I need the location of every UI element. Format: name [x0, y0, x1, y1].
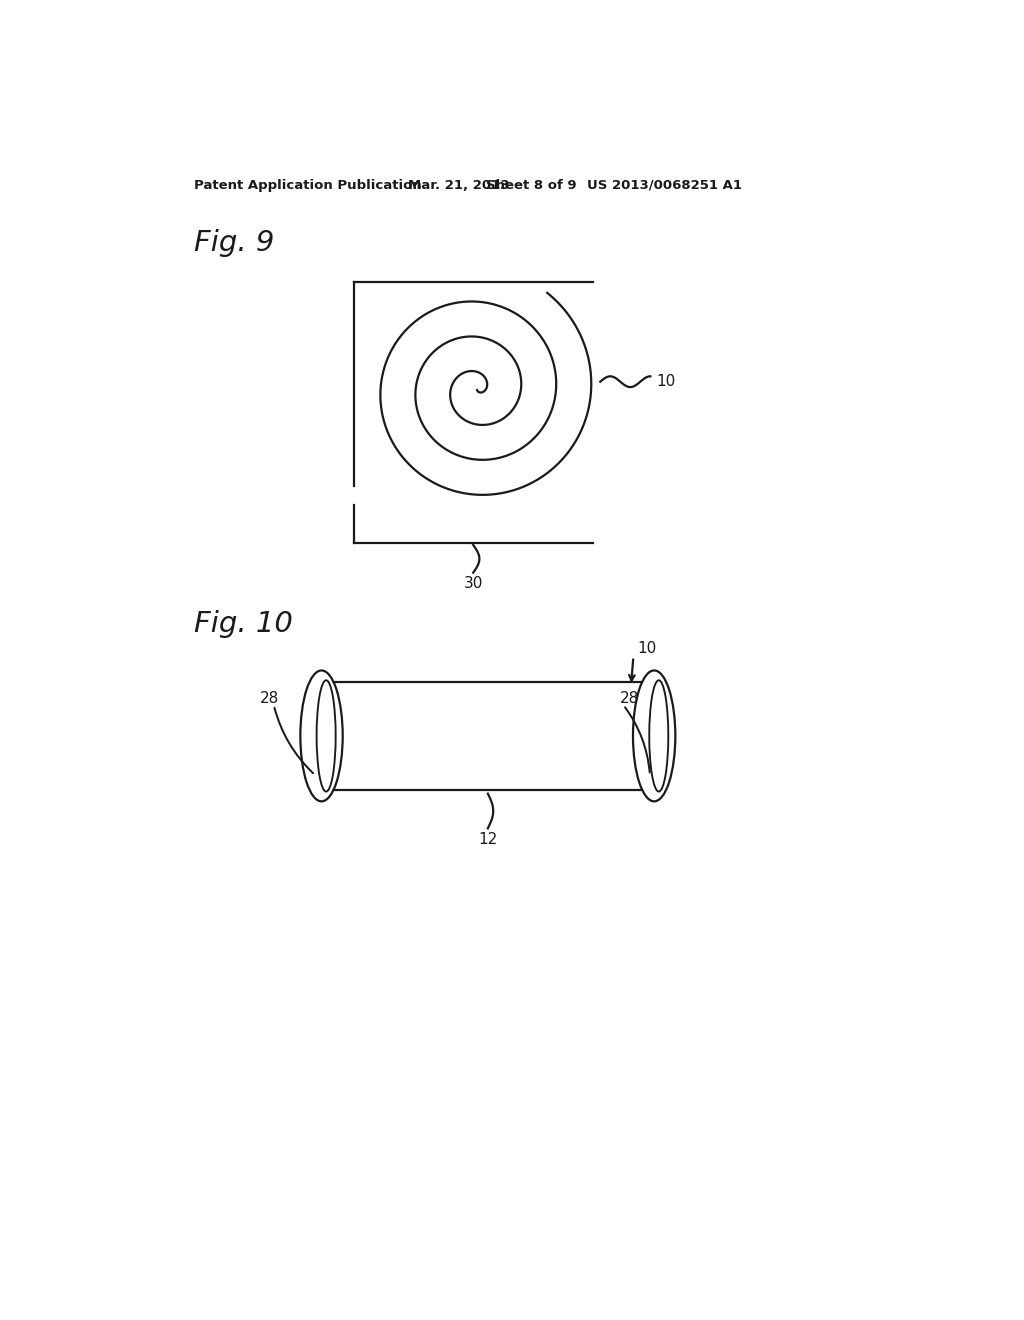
Text: 10: 10 [656, 374, 676, 389]
Ellipse shape [300, 671, 343, 801]
Text: Patent Application Publication: Patent Application Publication [195, 178, 422, 191]
Text: Fig. 9: Fig. 9 [195, 230, 274, 257]
Text: Fig. 10: Fig. 10 [195, 610, 293, 639]
Text: 12: 12 [478, 833, 498, 847]
Text: Sheet 8 of 9: Sheet 8 of 9 [486, 178, 577, 191]
Text: 30: 30 [464, 576, 483, 591]
Text: 28: 28 [620, 692, 639, 706]
Ellipse shape [633, 671, 676, 801]
Text: 28: 28 [260, 692, 280, 706]
Text: 10: 10 [637, 642, 656, 656]
Text: Mar. 21, 2013: Mar. 21, 2013 [408, 178, 509, 191]
Text: US 2013/0068251 A1: US 2013/0068251 A1 [587, 178, 742, 191]
